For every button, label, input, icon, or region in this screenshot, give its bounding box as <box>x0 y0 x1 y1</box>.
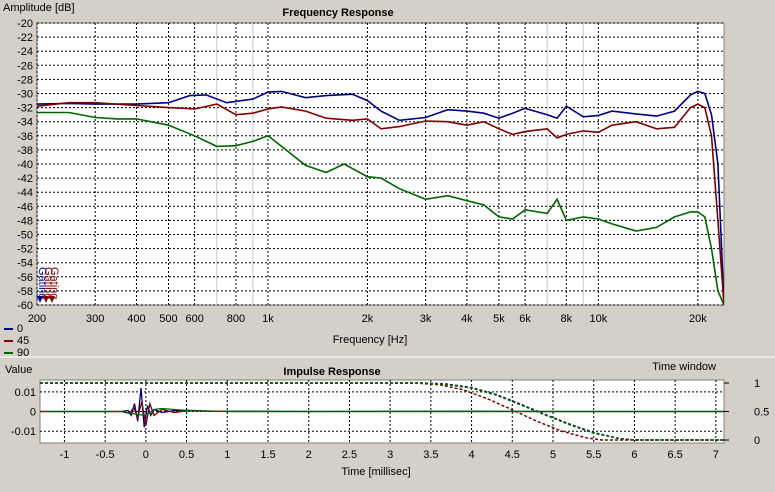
impulse-x-tick-label: 5 <box>550 449 556 461</box>
legend-label-45: 45 <box>17 335 29 347</box>
gating-marker-arrow <box>43 296 49 303</box>
impulse-x-tick-label: 1 <box>224 449 230 461</box>
impulse-chart-title: Impulse Response <box>283 366 380 378</box>
impulse-x-tick-label: 0 <box>143 449 149 461</box>
legend-label-0: 0 <box>17 323 23 335</box>
freq-y-tick-label: -24 <box>17 46 33 58</box>
impulse-x-axis-label: Time [millisec] <box>341 466 410 478</box>
freq-x-tick-label: 4k <box>461 313 473 325</box>
freq-x-tick-label: 600 <box>185 313 203 325</box>
impulse-x-tick-label: 3 <box>387 449 393 461</box>
impulse-y-axis-label: Value <box>5 364 32 376</box>
freq-y-tick-label: -50 <box>17 230 33 242</box>
freq-y-tick-label: -30 <box>17 89 33 101</box>
gating-marker: Gating <box>42 267 54 299</box>
impulse-right-axis-label: Time window <box>652 361 716 373</box>
impulse-x-tick-label: -0.5 <box>96 449 115 461</box>
freq-y-tick-label: -42 <box>17 173 33 185</box>
impulse-y-tick-label: 0.01 <box>15 387 36 399</box>
gating-marker: Gating <box>36 267 48 299</box>
impulse-x-tick-label: 6 <box>631 449 637 461</box>
gating-marker: Gating <box>48 267 60 299</box>
freq-y-tick-label: -34 <box>17 117 33 129</box>
impulse-x-tick-label: 4.5 <box>505 449 520 461</box>
freq-series-45 <box>37 101 724 305</box>
window-tick-label: 1 <box>754 378 760 390</box>
gating-marker-arrow <box>37 296 43 303</box>
freq-y-tick-label: -60 <box>17 300 33 312</box>
freq-x-tick-label: 3k <box>420 313 432 325</box>
freq-x-tick-label: 8k <box>561 313 573 325</box>
window-tick-label: 0 <box>754 435 760 447</box>
impulse-y-tick-label: -0.01 <box>11 426 36 438</box>
freq-y-tick-label: -44 <box>17 187 33 199</box>
freq-y-tick-label: -40 <box>17 159 33 171</box>
freq-y-tick-label: -28 <box>17 74 33 86</box>
freq-x-tick-label: 1k <box>262 313 274 325</box>
freq-x-axis-label: Frequency [Hz] <box>333 334 408 346</box>
freq-y-tick-label: -20 <box>17 18 33 30</box>
impulse-x-tick-label: 7 <box>713 449 719 461</box>
freq-x-tick-label: 300 <box>86 313 104 325</box>
impulse-x-tick-label: 1.5 <box>260 449 275 461</box>
freq-x-tick-label: 6k <box>519 313 531 325</box>
freq-y-tick-label: -32 <box>17 103 33 115</box>
freq-y-tick-label: -36 <box>17 131 33 143</box>
impulse-x-tick-label: 5.5 <box>586 449 601 461</box>
gating-marker-arrow <box>49 296 55 303</box>
freq-plot-area <box>36 22 725 306</box>
freq-y-tick-label: -56 <box>17 272 33 284</box>
freq-x-tick-label: 400 <box>127 313 145 325</box>
freq-series-90 <box>37 111 724 305</box>
freq-x-tick-label: 500 <box>159 313 177 325</box>
impulse-x-tick-label: 6.5 <box>667 449 682 461</box>
freq-y-tick-label: -38 <box>17 145 33 157</box>
freq-y-tick-label: -52 <box>17 244 33 256</box>
freq-y-tick-label: -22 <box>17 32 33 44</box>
impulse-x-tick-label: 2.5 <box>342 449 357 461</box>
impulse-y-tick-label: 0 <box>30 407 36 419</box>
freq-y-axis-label: Amplitude [dB] <box>3 2 75 14</box>
impulse-x-tick-label: 2 <box>306 449 312 461</box>
freq-x-tick-label: 800 <box>227 313 245 325</box>
time-window-90 <box>40 382 724 441</box>
impulse-x-tick-label: -1 <box>60 449 70 461</box>
impulse-x-tick-label: 0.5 <box>179 449 194 461</box>
impulse-x-tick-label: 4 <box>469 449 475 461</box>
freq-y-tick-label: -58 <box>17 286 33 298</box>
legend-label-90: 90 <box>17 347 29 359</box>
impulse-x-tick-label: 3.5 <box>423 449 438 461</box>
freq-chart-title: Frequency Response <box>282 7 393 19</box>
freq-y-tick-label: -46 <box>17 201 33 213</box>
freq-x-tick-label: 200 <box>28 313 46 325</box>
freq-x-tick-label: 10k <box>589 313 607 325</box>
freq-series-0 <box>37 90 724 305</box>
freq-x-tick-label: 5k <box>493 313 505 325</box>
freq-y-tick-label: -54 <box>17 258 33 270</box>
freq-y-tick-label: -48 <box>17 215 33 227</box>
freq-y-tick-label: -26 <box>17 60 33 72</box>
window-tick-label: 0.5 <box>754 407 769 419</box>
impulse-series-90 <box>40 407 724 417</box>
freq-x-tick-label: 2k <box>362 313 374 325</box>
freq-x-tick-label: 20k <box>689 313 707 325</box>
